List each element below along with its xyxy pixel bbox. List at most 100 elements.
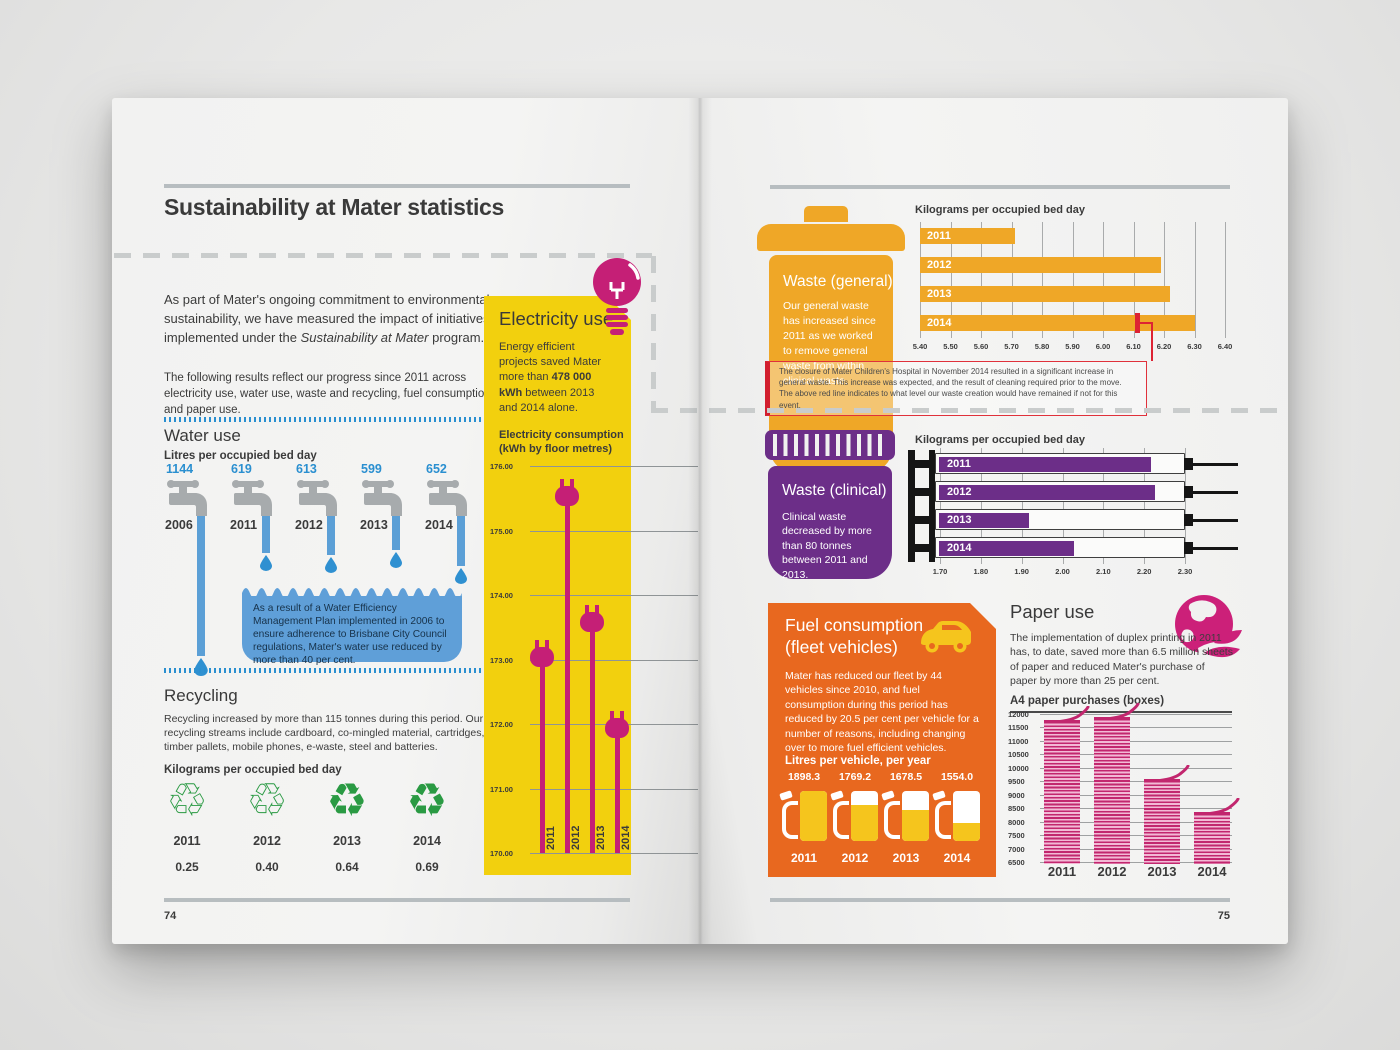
globe-leaf-icon — [1170, 592, 1246, 667]
pump-hose — [884, 801, 900, 839]
recycling-value: 0.69 — [415, 860, 439, 874]
wg-gridline — [1164, 222, 1165, 338]
wg-gridline — [920, 222, 921, 338]
syringe-barrel — [935, 453, 1185, 474]
waste-clinical-body: Clinical waste decreased by more than 80… — [782, 511, 872, 581]
pump-tank — [902, 791, 929, 841]
wc-gridline — [980, 448, 982, 564]
wg-gridline — [1194, 222, 1196, 338]
paper-gridline — [1040, 835, 1232, 837]
intro-text: As part of Mater's ongoing commitment to… — [164, 292, 490, 345]
paper-gridline — [1040, 714, 1232, 715]
recycling-heading: Recycling — [164, 686, 238, 705]
chart-title-line2: (kWh by floor metres) — [499, 443, 613, 456]
paper-axis-label: 8500 — [1008, 804, 1025, 814]
syringe-needle — [1193, 519, 1238, 522]
fuel-year: 2014 — [943, 851, 971, 865]
water-stream — [327, 516, 335, 555]
paper-chart-rule — [1010, 711, 1232, 713]
wc-axis-label: 1.80 — [973, 567, 989, 576]
wg-gridline — [1103, 222, 1104, 338]
paper-axis-label: 10000 — [1008, 763, 1029, 773]
syringe-barrel — [935, 481, 1185, 502]
pump-nozzle — [932, 790, 946, 800]
intro-text-end: program. — [428, 329, 485, 345]
wc-bar-year-label: 2011 — [947, 457, 971, 470]
paper-gridline — [1040, 794, 1232, 796]
paper-year-label: 2014 — [1197, 864, 1227, 879]
syringe-plunger-cap — [908, 534, 915, 562]
fuel-year: 2011 — [790, 851, 818, 865]
wg-red-connector-v — [1151, 322, 1153, 361]
water-use-heading: Water use — [164, 426, 241, 445]
page-number-75: 75 — [1217, 910, 1230, 922]
wg-axis-label: 6.10 — [1126, 342, 1141, 351]
recycling-year: 2014 — [413, 834, 441, 848]
paper-gridline — [1040, 861, 1232, 863]
tap-icon — [295, 478, 341, 523]
blue-dotted-rule — [164, 417, 484, 422]
wg-gridline — [1225, 222, 1226, 338]
syringe-needle — [1193, 463, 1238, 466]
paper-axis-label: 11000 — [1008, 736, 1029, 746]
recycling-year: 2013 — [333, 834, 361, 848]
pump-nozzle — [881, 790, 895, 800]
page-title: Sustainability at Mater statistics — [164, 194, 505, 220]
wc-gridline — [1185, 448, 1186, 564]
paper-bar-2012 — [1094, 717, 1130, 864]
fuel-value: 1554.0 — [940, 771, 974, 783]
water-drop-icon — [390, 552, 402, 573]
tap-icon — [165, 478, 211, 523]
paper-use-heading: Paper use — [1010, 601, 1095, 622]
syringe-fill-2011 — [939, 456, 1152, 472]
syringe-hub — [1184, 458, 1193, 470]
bottom-rule-right — [770, 898, 1230, 902]
wg-gridline — [1072, 222, 1074, 338]
paper-curl-icon — [1054, 705, 1090, 724]
chart-title-line1: Electricity consumption — [499, 429, 624, 441]
top-rule-left — [164, 184, 630, 188]
fuel-pump-icon — [778, 789, 830, 845]
wc-axis-label: 1.90 — [1014, 567, 1029, 576]
wg-gridline — [1042, 222, 1043, 338]
wc-axis-label: 2.10 — [1096, 567, 1111, 576]
pump-tank — [800, 791, 827, 841]
recycling-year: 2011 — [173, 834, 201, 848]
recycle-icon: ♲ — [166, 774, 208, 826]
paper-gridline — [1040, 848, 1232, 850]
syringe-needle — [1193, 491, 1238, 494]
lightbulb-icon — [590, 256, 644, 341]
intro-paragraph: As part of Mater's ongoing commitment to… — [164, 291, 496, 348]
wg-red-marker — [1134, 313, 1140, 333]
jar-lid-stripes — [773, 434, 887, 456]
water-wave-icon — [242, 584, 462, 603]
paper-chart-label: A4 paper purchases (boxes) — [1010, 695, 1165, 707]
water-value: 599 — [361, 462, 382, 476]
wc-axis-label: 2.00 — [1055, 567, 1070, 576]
electricity-body: Energy efficient projects saved Mater mo… — [499, 340, 615, 416]
fuel-year: 2013 — [892, 851, 920, 865]
wg-axis-label: 5.60 — [973, 342, 989, 351]
dashed-line-horizontal — [114, 253, 652, 258]
syringe-plunger-shaft — [915, 516, 929, 524]
wg-gridline — [1011, 222, 1013, 338]
recycling-value: 0.25 — [175, 860, 199, 874]
water-stream — [197, 516, 205, 656]
pump-fill — [953, 823, 980, 841]
electricity-text-end: between 2013 and 2014 alone. — [499, 386, 595, 414]
paper-axis-label: 9500 — [1008, 777, 1025, 787]
syringe-plunger-cap — [908, 478, 915, 506]
paper-axis-label: 7500 — [1008, 831, 1025, 841]
car-icon — [918, 619, 974, 662]
pump-fill — [851, 805, 878, 841]
water-value: 652 — [426, 462, 447, 476]
syringe-flange — [929, 450, 935, 478]
recycling-unit-label: Kilograms per occupied bed day — [164, 764, 342, 776]
wg-bar-year-label: 2012 — [927, 259, 952, 271]
wg-axis-label: 6.30 — [1187, 342, 1202, 351]
wg-bar-year-label: 2013 — [927, 288, 952, 300]
wc-axis-label: 2.20 — [1136, 567, 1152, 576]
recycle-icon: ♲ — [246, 774, 288, 826]
syringe-needle — [1193, 547, 1238, 550]
recycle-icon: ♻ — [406, 774, 448, 826]
